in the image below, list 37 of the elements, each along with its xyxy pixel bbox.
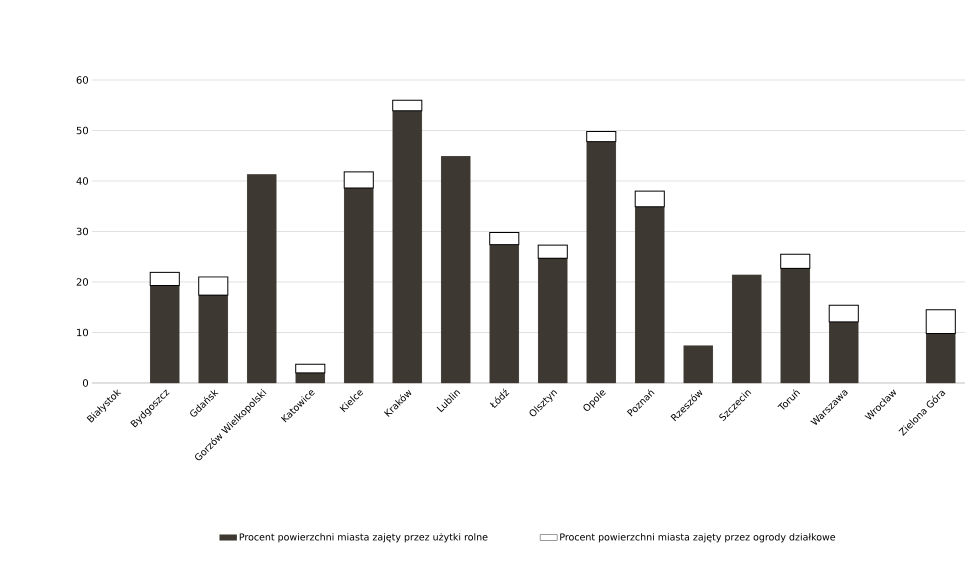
- bar: [150, 285, 180, 384]
- bar: [490, 244, 520, 384]
- bar: [926, 309, 956, 334]
- bar: [780, 268, 810, 384]
- legend-label: Procent powierzchni miasta zajęty przez ogrody działkowe: [560, 533, 836, 542]
- bar: [828, 304, 859, 322]
- bar: [926, 333, 956, 384]
- y-tick-label: 20: [76, 278, 88, 286]
- bar: [441, 156, 471, 384]
- bar: [538, 258, 568, 384]
- bar: [489, 232, 520, 246]
- y-tick-label: 10: [77, 328, 88, 336]
- bar: [538, 244, 568, 259]
- bar: [392, 100, 422, 112]
- y-tick-label: 60: [76, 76, 88, 84]
- y-tick-label: 40: [76, 177, 88, 185]
- bar: [684, 345, 714, 384]
- bar: [732, 274, 762, 384]
- y-tick-label: 0: [82, 379, 88, 387]
- bar: [295, 364, 326, 374]
- bar: [247, 174, 277, 384]
- y-tick-label: 50: [76, 126, 88, 134]
- bar: [198, 294, 228, 384]
- bar: [586, 131, 616, 142]
- y-tick-label: 30: [76, 228, 88, 236]
- bar: [635, 206, 665, 384]
- legend-label: Procent powierzchni miasta zajęty przez użytki rolne: [240, 533, 488, 542]
- bar: [344, 188, 374, 384]
- bar: [780, 254, 810, 269]
- bar: [296, 372, 326, 384]
- bar: [198, 276, 228, 296]
- bar: [586, 141, 616, 384]
- bar: [392, 110, 422, 384]
- bar: [344, 171, 374, 189]
- bar: [150, 272, 180, 286]
- bar: [829, 322, 859, 384]
- bar: [634, 190, 665, 208]
